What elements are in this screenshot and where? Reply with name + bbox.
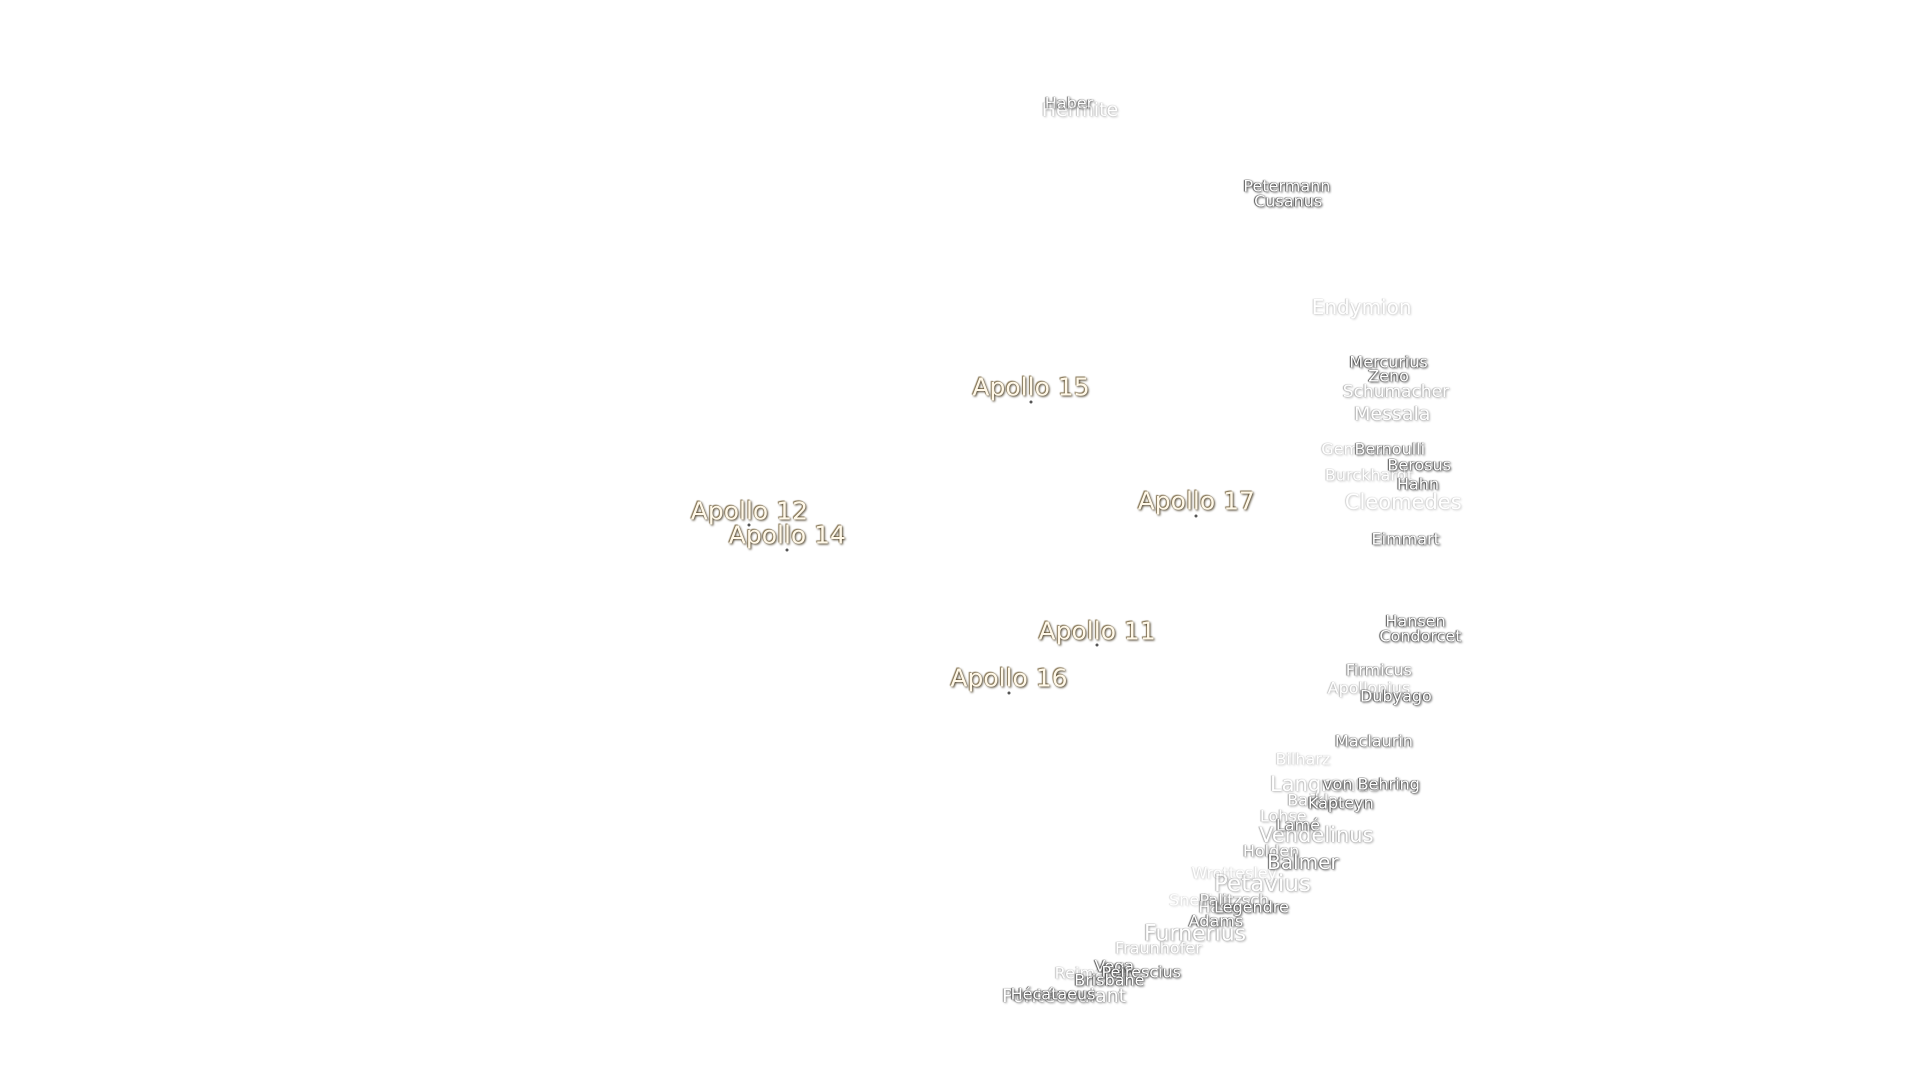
crater-label: Wrottesley: [1191, 863, 1278, 883]
crater-label: Peirescius: [1101, 962, 1181, 982]
crater-label: Snellius: [1169, 890, 1231, 910]
landing-site-marker: [1095, 643, 1099, 647]
crater-label: Reimarus: [1054, 963, 1130, 983]
landing-site-label: Apollo 11: [1038, 616, 1156, 646]
crater-label: Dubyago: [1359, 686, 1432, 705]
landing-site-label: Apollo 12: [690, 496, 808, 526]
crater-label: Geminus: [1321, 439, 1393, 459]
crater-label: Zeno: [1368, 366, 1409, 386]
landing-site-label: Apollo 14: [728, 520, 846, 550]
crater-label: Cusanus: [1254, 191, 1323, 211]
crater-label: von Behring: [1323, 774, 1420, 794]
crater-label: Endymion: [1311, 295, 1412, 320]
landing-site-label: Apollo 15: [972, 372, 1090, 402]
crater-label: Apollonius: [1327, 678, 1411, 698]
crater-label: Hermite: [1041, 99, 1119, 122]
crater-label: Vega: [1094, 956, 1135, 976]
landing-site-label: Apollo 16: [950, 663, 1068, 693]
landing-site-marker: [785, 548, 789, 552]
crater-label: Schumacher: [1342, 381, 1450, 402]
crater-label: Hansen: [1385, 611, 1446, 631]
crater-label: Legendre: [1214, 897, 1289, 917]
crater-label: Barkla: [1287, 790, 1339, 810]
crater-label: Fraunhofer: [1115, 938, 1202, 958]
crater-label: Burckhardt: [1324, 465, 1414, 485]
crater-label: Bilharz: [1275, 749, 1331, 769]
crater-label: Petavius: [1214, 871, 1311, 898]
crater-label: Adams: [1188, 911, 1244, 931]
crater-label: Petermann: [1243, 176, 1331, 196]
crater-label: Vendelinus: [1259, 823, 1374, 848]
crater-label: Hahn: [1396, 474, 1440, 494]
crater-label: Pontécoulant: [1002, 984, 1127, 1007]
landing-site-marker: [1029, 400, 1033, 404]
crater-label: Holden: [1242, 841, 1300, 861]
crater-label: Messala: [1354, 402, 1431, 425]
crater-label: Brisbane: [1074, 970, 1145, 990]
crater-label: Balmer: [1267, 850, 1339, 875]
crater-label: Firmicus: [1345, 660, 1412, 680]
landing-site-marker: [747, 523, 751, 527]
crater-label: Lohse: [1259, 806, 1307, 825]
crater-label: Mercurius: [1349, 352, 1428, 372]
crater-label: Hécataeus: [1010, 984, 1096, 1004]
crater-label: Condorcet: [1379, 626, 1462, 645]
crater-label: Langrenus: [1269, 771, 1380, 796]
landing-site-label: Apollo 17: [1137, 486, 1255, 516]
crater-label: Eimmart: [1371, 529, 1440, 549]
crater-label: Hase: [1198, 897, 1239, 917]
crater-label: Cleomedes: [1344, 490, 1462, 515]
crater-label: Kapteyn: [1307, 793, 1374, 813]
landing-site-marker: [1194, 514, 1198, 517]
landing-site-marker: [1007, 691, 1011, 695]
crater-label: Berosus: [1387, 455, 1451, 475]
crater-label: Haber: [1044, 93, 1094, 113]
crater-label: Bernoulli: [1354, 439, 1426, 459]
crater-label: Maclaurin: [1334, 731, 1413, 751]
crater-label: Palitzsch: [1199, 890, 1270, 910]
crater-label: Furnerius: [1144, 921, 1247, 947]
crater-label: Lamé: [1275, 815, 1321, 835]
